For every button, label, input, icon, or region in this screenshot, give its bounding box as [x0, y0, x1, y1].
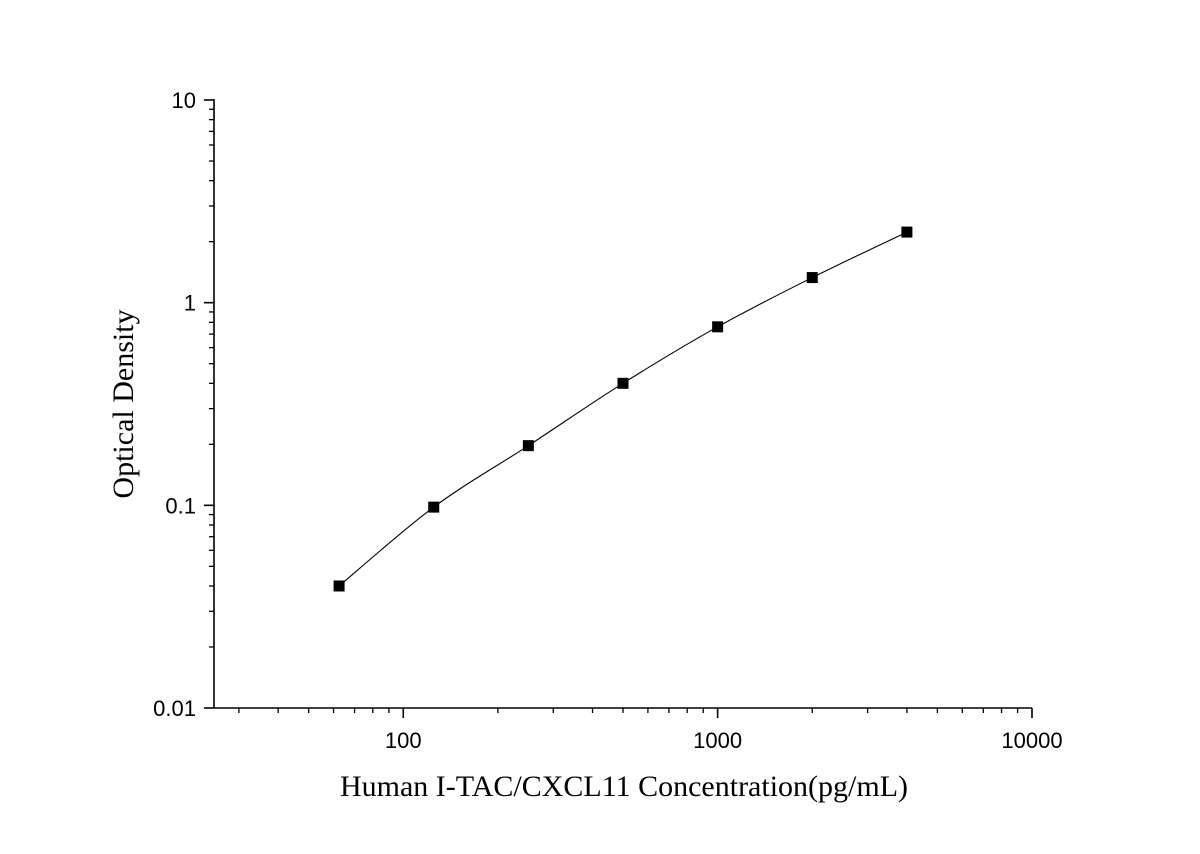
fit-curve-line [338, 231, 908, 587]
data-point [712, 321, 724, 333]
data-point [617, 377, 629, 389]
data-point [522, 440, 534, 452]
data-points-group [333, 226, 913, 592]
axes-group: 100 1000 10000 0.01 0.1 1 10 [153, 88, 1062, 753]
x-tick-label: 10000 [1001, 728, 1062, 753]
data-point [333, 580, 345, 592]
y-tick-label: 10 [172, 88, 196, 113]
data-point [806, 272, 818, 284]
y-tick-label: 0.01 [153, 696, 196, 721]
fit-curve-group [338, 231, 908, 587]
y-tick-label: 0.1 [165, 493, 196, 518]
x-tick-label: 1000 [693, 728, 742, 753]
data-point [901, 226, 913, 238]
y-tick-label: 1 [184, 291, 196, 316]
x-tick-label: 100 [385, 728, 422, 753]
y-axis-title: Optical Density [107, 309, 140, 498]
x-axis-title: Human I-TAC/CXCL11 Concentration(pg/mL) [340, 770, 908, 803]
data-point [428, 501, 440, 513]
